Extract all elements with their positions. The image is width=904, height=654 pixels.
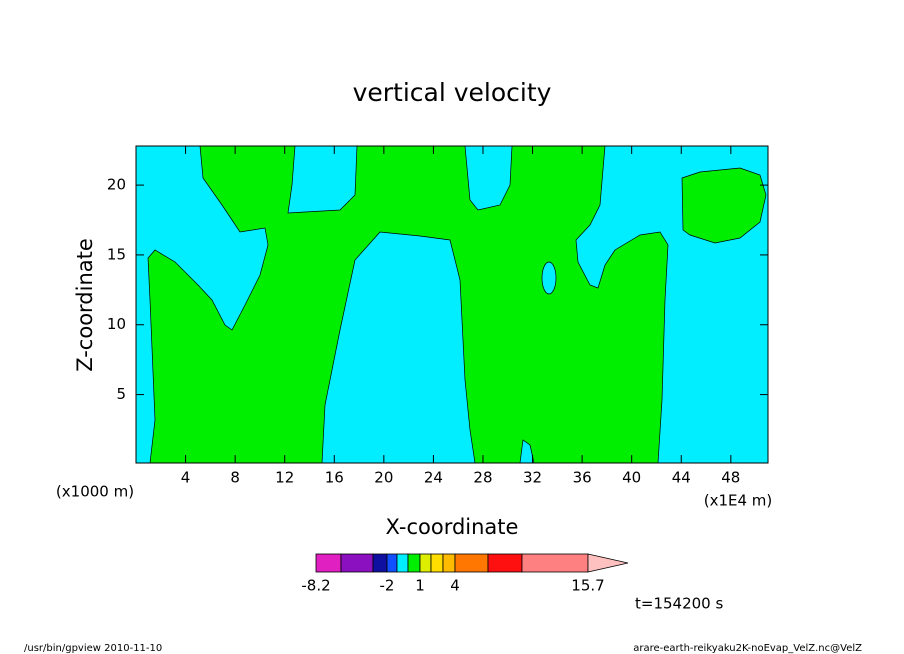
colorbar-block — [487, 553, 523, 573]
colorbar-label: -2 — [380, 577, 395, 595]
colorbar-label: 4 — [450, 577, 460, 595]
y-tick-label: 15 — [107, 245, 126, 263]
x-tick-label: 12 — [275, 469, 294, 487]
contour-region — [541, 261, 557, 295]
colorbar-block — [521, 553, 589, 573]
y-axis-title: Z-coordinate — [73, 238, 97, 372]
x-axis-title: X-coordinate — [386, 515, 519, 539]
plot-frame — [135, 145, 769, 464]
colorbar-block — [454, 553, 489, 573]
x-unit-label: (x1E4 m) — [704, 492, 773, 510]
x-tick-label: 20 — [374, 469, 393, 487]
colorbar-block — [442, 553, 456, 573]
colorbar-block — [396, 553, 409, 573]
colorbar-label: 15.7 — [571, 577, 604, 595]
contour-field — [135, 145, 769, 464]
y-tick-label: 10 — [107, 315, 126, 333]
x-tick-label: 28 — [473, 469, 492, 487]
footer-right: arare-earth-reikyaku2K-noEvap_VelZ.nc@Ve… — [633, 643, 862, 654]
x-tick-label: 16 — [325, 469, 344, 487]
time-label: t=154200 s — [635, 595, 723, 613]
colorbar-label: -8.2 — [301, 577, 330, 595]
x-tick-label: 36 — [573, 469, 592, 487]
contour-region — [681, 167, 767, 244]
colorbar-block — [315, 553, 342, 573]
contour-region — [135, 145, 269, 464]
contour-region — [321, 231, 476, 464]
colorbar-arrow — [587, 553, 629, 573]
x-tick-label: 44 — [672, 469, 691, 487]
colorbar-block — [340, 553, 374, 573]
y-tick-label: 20 — [107, 176, 126, 194]
colorbar-label: 1 — [415, 577, 425, 595]
x-tick-label: 24 — [424, 469, 443, 487]
footer-left: /usr/bin/gpview 2010-11-10 — [24, 643, 162, 654]
colorbar-block — [407, 553, 421, 573]
x-tick-label: 48 — [721, 469, 740, 487]
colorbar-block — [430, 553, 444, 573]
x-tick-label: 8 — [230, 469, 240, 487]
x-unit-label: (x1000 m) — [56, 483, 134, 501]
colorbar-block — [386, 553, 398, 573]
colorbar-block — [419, 553, 432, 573]
y-tick-label: 5 — [116, 385, 126, 403]
chart-title: vertical velocity — [353, 78, 552, 107]
contour-region — [287, 145, 358, 214]
x-tick-label: 32 — [523, 469, 542, 487]
x-tick-label: 4 — [181, 469, 191, 487]
x-tick-label: 40 — [622, 469, 641, 487]
colorbar-block — [372, 553, 388, 573]
